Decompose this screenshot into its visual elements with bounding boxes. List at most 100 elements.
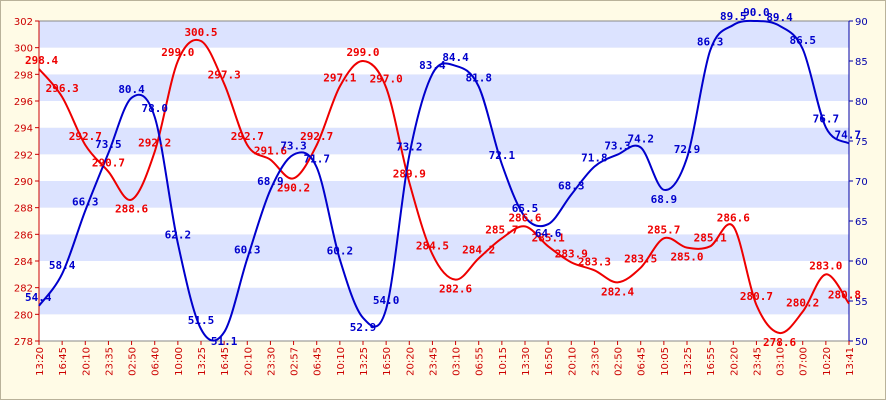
x-tick-label: 10:05 [660, 347, 671, 376]
x-tick-label: 13:25 [359, 347, 370, 376]
grid-band [39, 287, 849, 315]
data-label: 58.4 [49, 259, 76, 272]
grid-band [39, 127, 849, 155]
series-line-1 [38, 38, 850, 335]
grid-band [39, 154, 849, 181]
data-label: 90.0 [743, 6, 770, 19]
left-tick-label: 282 [14, 284, 33, 295]
data-label: 300.5 [184, 26, 217, 39]
left-tick-label: 298 [14, 70, 33, 81]
x-tick-label: 06:55 [475, 347, 486, 376]
left-tick-label: 280 [14, 310, 33, 321]
right-tick-label: 80 [855, 97, 868, 108]
data-label: 60.3 [234, 244, 261, 257]
x-tick-label: 13:41 [845, 347, 856, 376]
x-tick-label: 10:20 [822, 347, 833, 376]
data-label: 68.9 [257, 175, 284, 188]
grid-band [39, 181, 849, 208]
x-tick-label: 06:40 [151, 347, 162, 376]
x-tick-label: 10:00 [174, 347, 185, 376]
data-label: 51.1 [211, 335, 238, 348]
data-label: 74.2 [627, 132, 654, 145]
x-tick-label: 23:30 [266, 347, 277, 376]
left-tick-label: 296 [14, 97, 33, 108]
data-label: 284.5 [416, 239, 449, 252]
data-label: 66.3 [72, 196, 99, 209]
data-label: 65.5 [512, 202, 539, 215]
data-label: 73.3 [604, 140, 631, 153]
data-label: 71.8 [581, 152, 608, 165]
data-label: 286.6 [508, 211, 541, 224]
right-axis-ticks: 50 55 60 65 70 75 80 85 90 [848, 17, 868, 348]
data-label: 289.9 [393, 167, 426, 180]
left-tick-label: 302 [14, 17, 33, 28]
data-label: 73.5 [95, 138, 122, 151]
data-label: 73.3 [280, 140, 307, 153]
right-tick-label: 50 [855, 337, 868, 348]
x-tick-label: 20:10 [81, 347, 92, 376]
data-label: 298.4 [25, 54, 58, 67]
data-label: 54.4 [25, 291, 52, 304]
x-tick-label: 02:50 [614, 347, 625, 376]
data-label: 280.2 [786, 297, 819, 310]
data-label: 86.3 [697, 36, 724, 49]
x-tick-label: 13:25 [683, 347, 694, 376]
data-label: 292.7 [300, 130, 333, 143]
x-tick-label: 20:10 [567, 347, 578, 376]
data-label: 292.2 [138, 137, 171, 150]
data-label: 64.6 [535, 227, 562, 240]
x-tick-label: 02:50 [128, 347, 139, 376]
right-tick-label: 70 [855, 177, 868, 188]
x-tick-label: 13:30 [521, 347, 532, 376]
data-label: 76.7 [813, 112, 840, 125]
x-tick-label: 10:15 [498, 347, 509, 376]
grid-band [39, 101, 849, 128]
data-label: 283.5 [624, 253, 657, 266]
data-label: 290.2 [277, 181, 310, 194]
x-tick-label: 03:10 [452, 347, 463, 376]
x-tick-label: 16:45 [58, 347, 69, 376]
left-tick-label: 288 [14, 204, 33, 215]
data-label: 54.0 [373, 294, 400, 307]
data-label: 299.0 [161, 46, 194, 59]
data-label: 297.1 [323, 71, 356, 84]
data-label: 68.9 [651, 193, 678, 206]
data-label: 296.3 [46, 82, 79, 95]
data-label: 283.3 [578, 255, 611, 268]
data-label: 292.7 [231, 130, 264, 143]
x-tick-label: 16:45 [220, 347, 231, 376]
data-label: 282.4 [601, 285, 634, 298]
x-tick-label: 13:20 [35, 347, 46, 376]
x-tick-label: 06:45 [637, 347, 648, 376]
data-label: 284.2 [462, 243, 495, 256]
x-tick-label: 16:50 [382, 347, 393, 376]
series-line-2 [38, 19, 850, 342]
data-label: 78.0 [141, 102, 168, 115]
data-label: 297.3 [208, 69, 241, 82]
data-label: 285.1 [694, 231, 727, 244]
x-tick-label: 20:20 [729, 347, 740, 376]
data-label: 283.0 [809, 259, 842, 272]
left-tick-label: 300 [14, 44, 33, 55]
series-lines [38, 19, 850, 342]
x-tick-label: 23:45 [428, 347, 439, 376]
data-label: 80.4 [118, 83, 145, 96]
data-label: 280.7 [740, 290, 773, 303]
data-label: 86.5 [789, 34, 816, 47]
data-label: 72.1 [489, 149, 516, 162]
data-label: 285.7 [647, 223, 680, 236]
data-label: 280.8 [828, 289, 861, 302]
left-tick-label: 284 [14, 257, 33, 268]
grid-band [39, 21, 849, 48]
x-tick-label: 06:45 [313, 347, 324, 376]
data-label: 72.9 [674, 143, 701, 156]
data-label: 60.2 [327, 244, 354, 257]
grid-band [39, 314, 849, 341]
data-label: 84.4 [442, 51, 469, 64]
left-tick-label: 292 [14, 150, 33, 161]
x-tick-label: 13:25 [197, 347, 208, 376]
x-tick-label: 16:55 [706, 347, 717, 376]
right-tick-label: 55 [855, 297, 868, 308]
